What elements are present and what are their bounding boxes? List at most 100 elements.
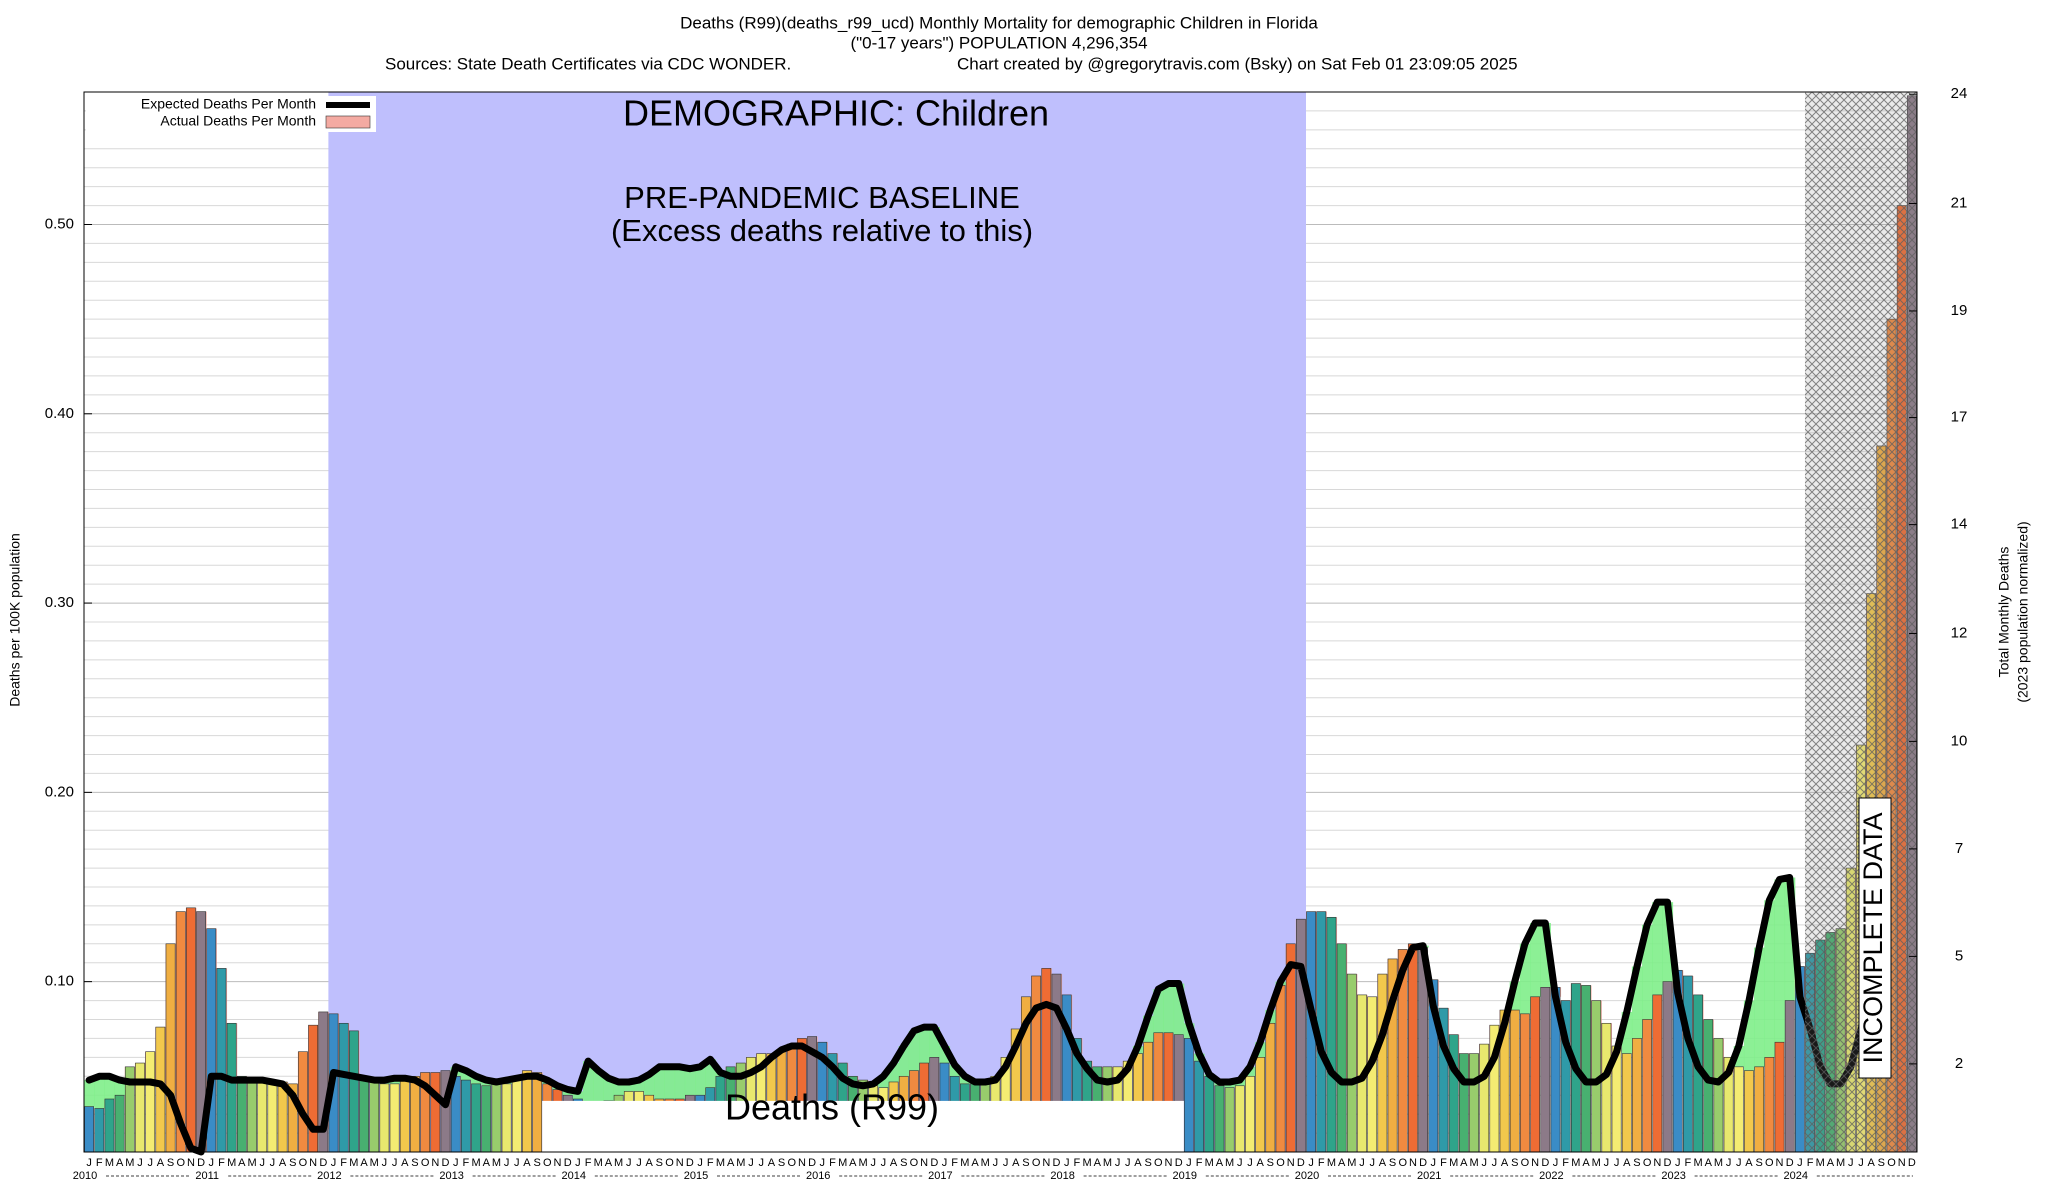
deficit-fill: [84, 1080, 95, 1107]
x-tick-label: D: [564, 1157, 572, 1169]
x-tick-label: J: [870, 1157, 876, 1169]
bar: [1224, 1087, 1235, 1153]
y2-tick-label: 5: [1955, 947, 1963, 964]
x-tick-label: D: [1175, 1157, 1183, 1169]
x-tick-label: M: [614, 1157, 623, 1169]
x-tick-label: O: [665, 1157, 674, 1169]
annotation: PRE-PANDEMIC BASELINE: [624, 180, 1020, 215]
x-tick-label: S: [167, 1157, 174, 1169]
bar: [389, 1083, 400, 1153]
x-tick-label: F: [1685, 1157, 1692, 1169]
deficit-fill: [929, 1027, 940, 1058]
deficit-fill: [582, 1061, 594, 1103]
deficit-fill: [949, 1064, 961, 1077]
bar: [1469, 1053, 1479, 1153]
bar: [236, 1075, 247, 1153]
x-tick-label: J: [1125, 1157, 1131, 1169]
year-bg: [1290, 1169, 1324, 1183]
x-tick-label: N: [1165, 1157, 1173, 1169]
x-tick-label: F: [829, 1157, 836, 1169]
x-tick-label: N: [1653, 1157, 1661, 1169]
bar: [1346, 973, 1357, 1153]
bar: [267, 1081, 278, 1153]
x-tick-label: J: [1359, 1157, 1365, 1169]
sources: Sources: State Death Certificates via CD…: [385, 54, 791, 73]
y2-axis-sublabel: (2023 population normalized): [2015, 521, 2031, 702]
x-tick-label: M: [1082, 1157, 1091, 1169]
x-tick-label: S: [1878, 1157, 1885, 1169]
x-tick-label: F: [340, 1157, 347, 1169]
chart-subtitle: ("0-17 years") POPULATION 4,296,354: [850, 33, 1147, 52]
x-tick-label: D: [808, 1157, 816, 1169]
x-tick-label: J: [881, 1157, 887, 1169]
x-tick-label: A: [1868, 1157, 1876, 1169]
x-tick-label: A: [1379, 1157, 1387, 1169]
year-bg: [434, 1169, 469, 1183]
deficit-fill: [1774, 879, 1786, 1043]
x-tick-label: N: [431, 1157, 439, 1169]
x-tick-label: J: [1308, 1157, 1314, 1169]
x-tick-label: J: [1247, 1157, 1253, 1169]
bar: [481, 1085, 492, 1153]
deficit-fill: [1530, 922, 1541, 997]
bar: [1632, 1038, 1642, 1153]
x-tick-label: O: [1765, 1157, 1774, 1169]
x-tick-label: M: [716, 1157, 725, 1169]
x-tick-label: M: [1347, 1157, 1356, 1169]
y2-tick-label: 7: [1955, 840, 1963, 857]
x-tick-label: D: [1786, 1157, 1794, 1169]
x-tick-label: J: [1492, 1157, 1498, 1169]
bar: [308, 1024, 319, 1153]
x-tick-label: J: [1186, 1157, 1192, 1169]
deficit-fill: [695, 1066, 706, 1096]
year-bg: [1778, 1169, 1813, 1183]
bar: [226, 1022, 237, 1153]
year-label: 2014: [562, 1170, 586, 1182]
x-tick-label: J: [942, 1157, 948, 1169]
x-tick-label: J: [382, 1157, 388, 1169]
x-tick-label: A: [605, 1157, 613, 1169]
x-tick-label: S: [533, 1157, 540, 1169]
x-tick-label: M: [349, 1157, 358, 1169]
x-tick-label: M: [736, 1157, 745, 1169]
year-label: 2012: [317, 1170, 341, 1182]
x-tick-label: A: [157, 1157, 165, 1169]
legend-label: Actual Deaths Per Month: [160, 113, 316, 129]
year-bg: [1412, 1169, 1447, 1183]
x-tick-label: F: [96, 1157, 103, 1169]
x-tick-label: A: [483, 1157, 491, 1169]
bar: [186, 907, 196, 1153]
x-tick-label: F: [1562, 1157, 1569, 1169]
deficit-fill: [1662, 902, 1674, 982]
bar: [1245, 1075, 1255, 1153]
y2-tick-label: 12: [1951, 624, 1968, 641]
y-tick-label: 0.50: [45, 215, 74, 232]
x-tick-label: S: [900, 1157, 907, 1169]
x-tick-label: D: [930, 1157, 938, 1169]
x-tick-label: A: [1257, 1157, 1265, 1169]
year-bg: [1656, 1169, 1691, 1183]
x-tick-label: F: [1440, 1157, 1447, 1169]
year-bg: [679, 1169, 713, 1183]
x-tick-label: J: [1848, 1157, 1854, 1169]
bar: [532, 1072, 543, 1153]
deficit-fill: [684, 1068, 696, 1096]
x-tick-label: F: [585, 1157, 592, 1169]
x-tick-label: N: [554, 1157, 562, 1169]
deficit-fill: [104, 1076, 116, 1099]
bar: [471, 1083, 481, 1153]
deficit-fill: [1173, 983, 1185, 1035]
deficit-fill: [1519, 943, 1531, 1014]
y2-tick-label: 21: [1951, 194, 1968, 211]
year-label: 2019: [1173, 1170, 1197, 1182]
bar: [460, 1079, 471, 1153]
x-tick-label: O: [421, 1157, 430, 1169]
bar: [1520, 1013, 1530, 1153]
chart-title: Deaths (R99)(deaths_r99_ucd) Monthly Mor…: [680, 13, 1318, 32]
y2-tick-label: 24: [1951, 85, 1968, 102]
bar: [94, 1108, 105, 1153]
year-label: 2017: [928, 1170, 952, 1182]
x-tick-label: A: [401, 1157, 409, 1169]
x-tick-label: N: [1898, 1157, 1906, 1169]
x-tick-label: M: [1449, 1157, 1458, 1169]
